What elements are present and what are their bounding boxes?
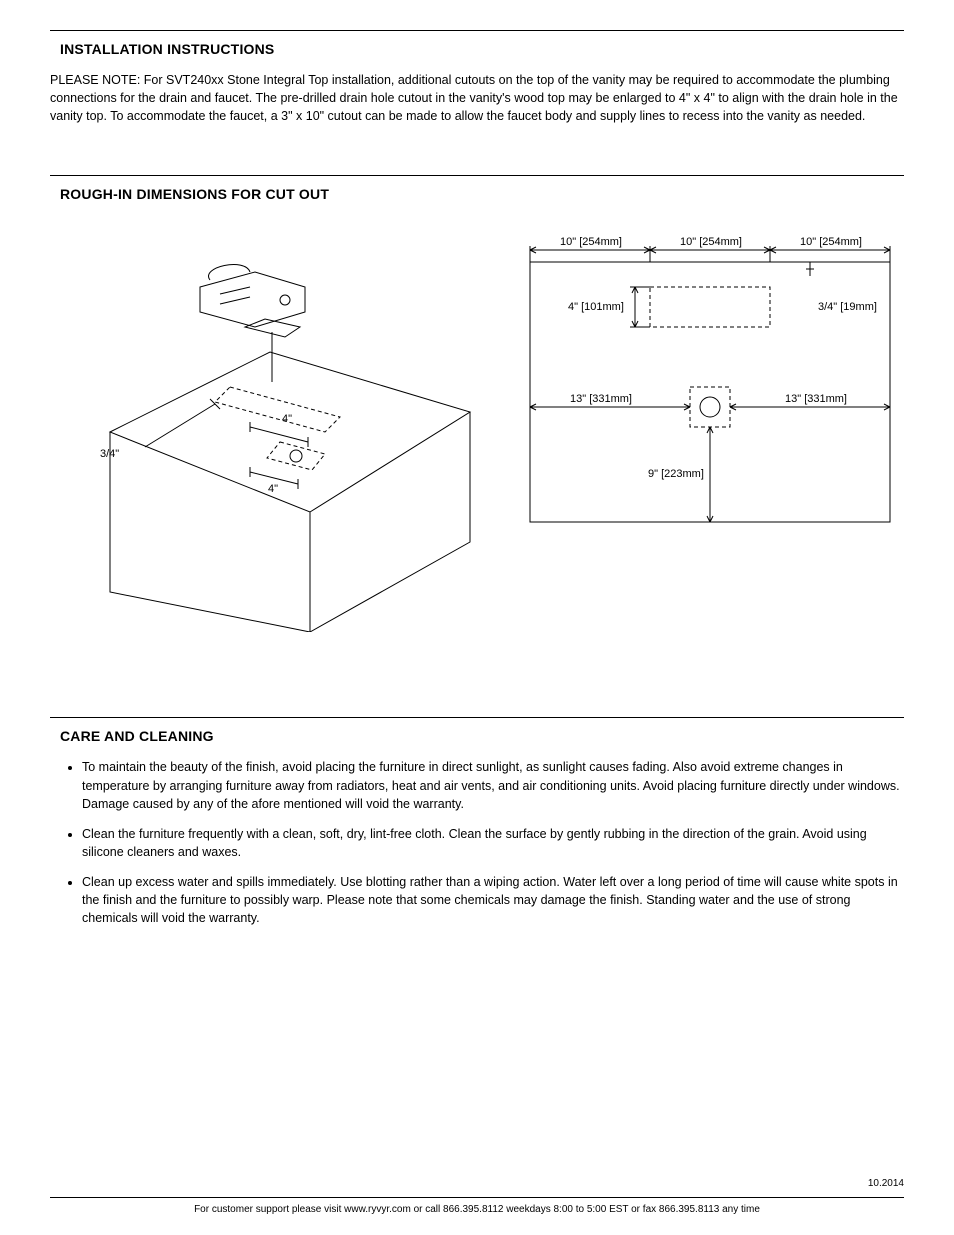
footer-date: 10.2014: [50, 1178, 904, 1189]
diagram-isometric: 4" 4" 3/4": [50, 232, 480, 637]
diagram-area: 4" 4" 3/4": [50, 232, 904, 637]
section-rule: [50, 30, 904, 31]
dim-9-223: 9" [223mm]: [648, 468, 704, 480]
dim-4-101: 4" [101mm]: [568, 301, 624, 313]
dim-10-1: 10" [254mm]: [560, 236, 622, 248]
footer-support: For customer support please visit www.ry…: [50, 1204, 904, 1215]
care-bullet: Clean up excess water and spills immedia…: [82, 873, 904, 927]
dim-13-left: 13" [331mm]: [570, 393, 632, 405]
dim-13-right: 13" [331mm]: [785, 393, 847, 405]
footer-rule: [50, 1197, 904, 1198]
dim-34-19: 3/4" [19mm]: [818, 301, 877, 313]
diagram-plan: 10" [254mm] 10" [254mm] 10" [254mm] 4" […: [510, 232, 910, 537]
dim-4-upper: 4": [282, 413, 292, 425]
dim-4-lower: 4": [268, 483, 278, 495]
dim-10-2: 10" [254mm]: [680, 236, 742, 248]
care-bullet: To maintain the beauty of the finish, av…: [82, 758, 904, 812]
section-rule: [50, 175, 904, 176]
installation-body: PLEASE NOTE: For SVT240xx Stone Integral…: [50, 71, 904, 125]
dim-three-quarter: 3/4": [100, 448, 119, 460]
page-footer: 10.2014 For customer support please visi…: [50, 1178, 904, 1215]
dim-10-3: 10" [254mm]: [800, 236, 862, 248]
care-bullet: Clean the furniture frequently with a cl…: [82, 825, 904, 861]
care-list: To maintain the beauty of the finish, av…: [50, 758, 904, 927]
installation-heading: INSTALLATION INSTRUCTIONS: [60, 41, 904, 57]
care-heading: CARE AND CLEANING: [60, 728, 904, 744]
section-rule: [50, 717, 904, 718]
roughin-heading: ROUGH-IN DIMENSIONS FOR CUT OUT: [60, 186, 904, 202]
